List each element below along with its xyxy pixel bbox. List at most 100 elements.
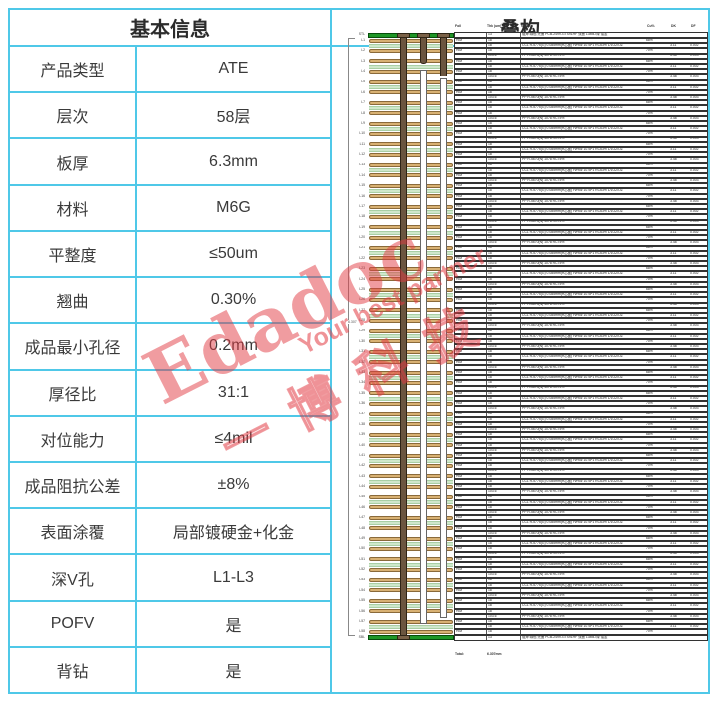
- stk-dk-cell: [669, 91, 689, 94]
- stk-dk-cell: 3.48: [670, 407, 677, 411]
- core-dielectric-row: 18 CCL R-5775(G) 0.085mm(H芯板) H/Hoz 1078*…: [346, 333, 708, 339]
- stk-cu-cell: 68%: [646, 101, 653, 105]
- layer-label: L45: [359, 494, 365, 499]
- stk-foil-cell: [455, 583, 487, 587]
- stk-thk-cell: 18: [487, 215, 521, 219]
- stk-foil-cell: [455, 85, 487, 89]
- stk-cu-cell: [645, 573, 669, 576]
- stk-thk-cell: 18: [487, 59, 521, 63]
- stk-thk-cell: 18: [487, 620, 521, 624]
- stk-cu-cell: [645, 106, 669, 109]
- stk-thk-cell: 18: [487, 111, 521, 115]
- layer-table-row: Hoz 18 68%: [454, 287, 708, 293]
- stk-dk-cell: 3.48: [670, 594, 677, 597]
- stk-dk-cell: 3.48: [670, 490, 677, 494]
- stk-dk-cell: [669, 143, 689, 146]
- stk-thk-cell: 103.6: [487, 386, 521, 390]
- copper-layer-row: L14 Hoz 18 70%: [346, 172, 708, 179]
- layer-table-row: 103.6 PP R-5670(N) 1078 RC75% 3.48 0.003: [454, 364, 708, 370]
- stk-name-cell: CCL R-5775(G) 0.085mm(H芯板) H/Hoz 1078*1 …: [522, 334, 623, 338]
- stk-name-cell: [521, 454, 645, 457]
- layer-bar-zone: [368, 453, 454, 458]
- stk-dk-cell: [669, 537, 689, 540]
- stk-foil-cell: Hoz: [455, 578, 487, 582]
- stk-foil-cell: [455, 33, 487, 37]
- stk-foil-cell: [455, 355, 487, 359]
- stk-cu-cell: 70%: [646, 90, 653, 94]
- stk-name-cell: [521, 236, 645, 239]
- stk-foil-cell: [455, 64, 487, 69]
- stk-thk-cell: 18: [487, 246, 521, 250]
- layer-bar-zone: [368, 246, 454, 251]
- copper-layer-row: L23 Hoz 18 68%: [346, 266, 708, 272]
- stk-dk-cell: [669, 132, 689, 135]
- stk-cu-cell: 70%: [646, 422, 653, 426]
- copper-layer-row: L47 Hoz 18 68%: [346, 515, 708, 521]
- stk-foil-cell: [455, 199, 487, 203]
- stk-foil-cell: Hoz: [455, 298, 487, 302]
- layer-table-row: 103.6 PP R-5670(N) 1078 RC75% 3.48 0.003: [454, 302, 708, 308]
- layer-table-row: Hoz 18 68%: [454, 58, 708, 64]
- stk-dk-cell: [669, 527, 689, 530]
- core-dielectric-row: 18 CCL R-5775(G) 0.085mm(H芯板) H/Hoz 1078*…: [346, 188, 708, 194]
- stk-foil-cell: Foil: [455, 24, 462, 29]
- stk-df-cell: [689, 402, 707, 405]
- stk-name-cell: [521, 361, 645, 364]
- stk-foil-cell: [455, 542, 487, 546]
- stk-name-cell: CCL R-5775(G) 0.085mm(H芯板) H/Hoz 1078*1 …: [522, 417, 623, 421]
- copper-layer-row: L43 Hoz 18 68%: [346, 473, 708, 479]
- stk-cu-cell: Cu%: [647, 24, 655, 29]
- core-dielectric-row: 18 CCL R-5775(G) 0.085mm(H芯板) H/Hoz 1078*…: [346, 437, 708, 443]
- copper-layer-row: L39 Hoz 18 68%: [346, 432, 708, 438]
- layer-table-row: Hoz 18 70%: [454, 463, 708, 469]
- stk-name-cell: 阻焊:绿色:光面 PCB-2499-GTS91HF 双面 13MIL/绿 油墨: [522, 33, 608, 37]
- stk-name-cell: PP R-5670(N) 1078 RC75%: [522, 469, 565, 473]
- stk-df-cell: [689, 475, 707, 478]
- stk-thk-cell: 18: [487, 90, 521, 95]
- stk-name-cell: [521, 413, 645, 416]
- stk-cu-cell: [645, 355, 669, 358]
- stackup-panel: 叠构 Foil Thk (um) Name Cu% DK DF STL 13 阻焊:绿色:光面 …: [332, 10, 708, 692]
- stk-df-cell: [689, 288, 707, 291]
- stk-cu-cell: 70%: [646, 568, 653, 572]
- stk-foil-cell: [455, 189, 487, 193]
- stk-df-cell: [689, 81, 707, 84]
- stk-dk-cell: [669, 630, 689, 633]
- core-bar: [369, 168, 453, 173]
- layer-bar-zone: [368, 396, 454, 401]
- layer-table-row: 103.6 PP R-5670(N) 1078 RC75% 3.48 0.003: [454, 281, 708, 287]
- layer-label: L49: [359, 536, 365, 540]
- stk-name-cell: [521, 547, 645, 550]
- layer-bar-zone: [368, 152, 454, 157]
- copper-bar: [369, 277, 453, 282]
- layer-label: L38: [359, 421, 365, 426]
- layer-table-row: 103.6 PP R-5670(N) 1078 RC75% 3.48 0.003: [454, 572, 708, 578]
- stk-cu-cell: [645, 293, 669, 296]
- stk-cu-cell: 70%: [646, 381, 653, 385]
- stk-cu-cell: [645, 304, 669, 307]
- copper-bar: [369, 235, 453, 240]
- stk-name-cell: Name: [521, 24, 531, 29]
- layer-bar-zone: [368, 370, 454, 375]
- layer-label: L47: [359, 515, 365, 520]
- layer-bar-zone: [368, 256, 454, 261]
- stk-dk-cell: [669, 112, 689, 115]
- stk-dk-cell: 3.11: [670, 500, 677, 504]
- stk-dk-cell: [669, 381, 689, 384]
- stk-df-cell: 0.002: [690, 230, 699, 234]
- copper-bar: [369, 59, 453, 64]
- stk-cu-cell: 68%: [646, 267, 653, 271]
- layer-table-row: 18 CCL R-5775(G) 0.085mm(H芯板) H/Hoz 1078*…: [454, 395, 708, 402]
- stk-df-cell: [689, 454, 707, 457]
- stk-df-cell: [690, 649, 708, 661]
- layer-table-row: Hoz 18 68%: [454, 390, 708, 396]
- layer-table-row: 103.6 PP R-5670(N) 1078 RC75% 3.48 0.003: [454, 95, 708, 101]
- stk-foil-cell: [455, 116, 487, 120]
- stk-thk-cell: 18: [487, 412, 521, 416]
- stk-cu-cell: 68%: [646, 599, 653, 603]
- stk-df-cell: [689, 620, 707, 623]
- copper-bar: [369, 391, 453, 396]
- layer-table-row: Hoz 18 68%: [454, 515, 708, 521]
- stk-dk-cell: [669, 402, 689, 405]
- stk-dk-cell: [669, 60, 689, 63]
